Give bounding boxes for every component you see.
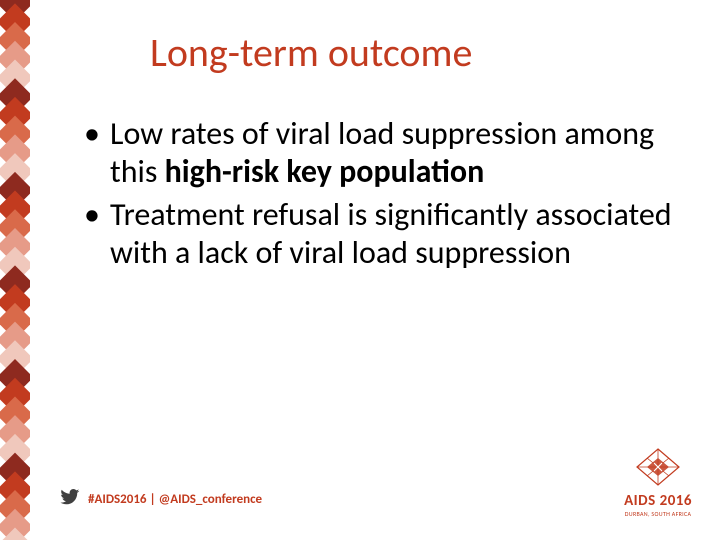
bullet-item: Treatment refusal is significantly assoc… <box>80 196 680 273</box>
footer: #AIDS2016 | @AIDS_conference <box>60 489 262 510</box>
logo-sub-text: DURBAN, SOUTH AFRICA <box>624 510 692 518</box>
bullet-item: Low rates of viral load suppression amon… <box>80 115 680 192</box>
bullet-text-bold: high-risk key population <box>165 152 485 191</box>
logo-mark-icon <box>635 447 681 487</box>
bullet-list: Low rates of viral load suppression amon… <box>80 115 680 277</box>
left-decorative-stripe <box>0 0 30 540</box>
slide-title-text: Long-term outcome <box>150 28 472 77</box>
slide-title: Long-term outcome <box>150 28 472 77</box>
bullet-text-pre: Treatment refusal is significantly assoc… <box>110 195 672 272</box>
logo-main-text: AIDS 2016 <box>624 492 692 510</box>
footer-hashtag: #AIDS2016 | @AIDS_conference <box>88 492 262 507</box>
conference-logo: AIDS 2016 DURBAN, SOUTH AFRICA <box>624 447 692 518</box>
twitter-icon <box>60 489 80 510</box>
